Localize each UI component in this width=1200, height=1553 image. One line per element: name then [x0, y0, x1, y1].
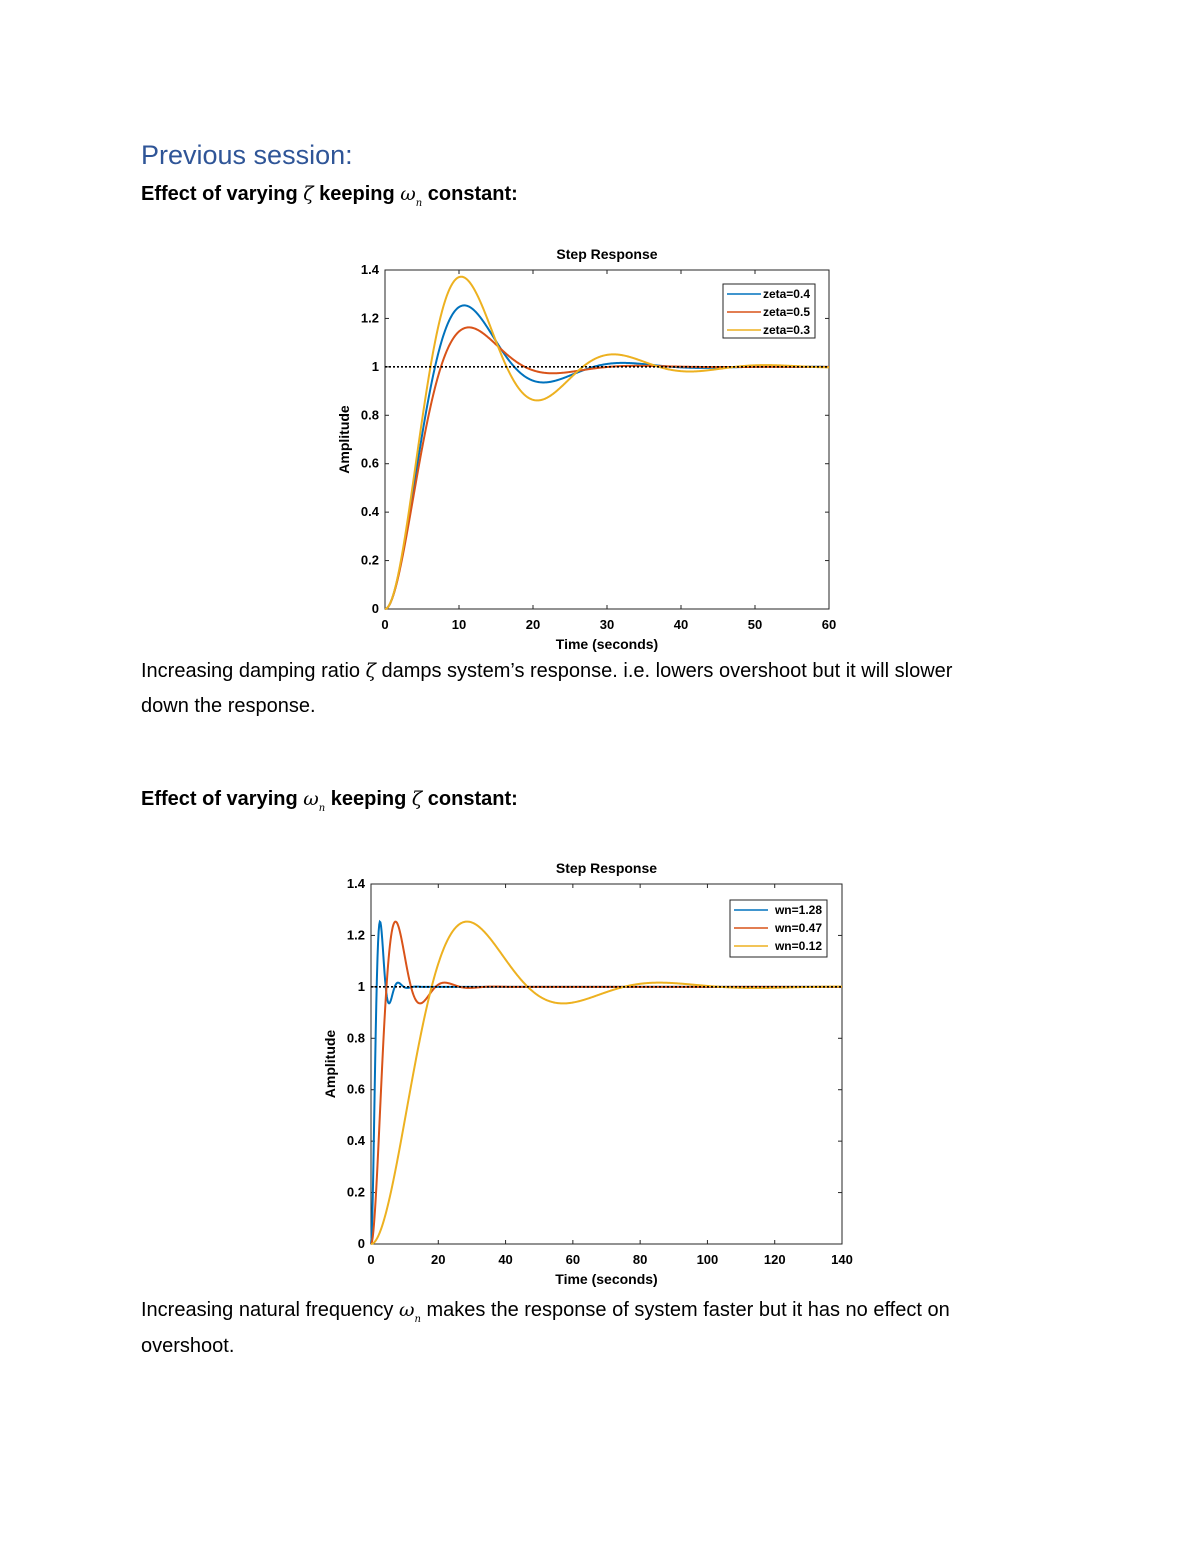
x-tick-label: 60	[822, 617, 836, 632]
legend-entry: wn=0.47	[774, 921, 822, 935]
y-tick-label: 1.2	[361, 310, 379, 325]
x-tick-label: 120	[764, 1252, 786, 1267]
y-tick-label: 1.2	[347, 927, 365, 942]
y-tick-label: 0.6	[361, 456, 379, 471]
paragraph-wn-line2: overshoot.	[141, 1335, 235, 1357]
legend-entry: wn=0.12	[774, 939, 822, 953]
y-tick-label: 0.2	[347, 1185, 365, 1200]
heading-vary-zeta: Effect of varying ζ keeping ωn constant:	[141, 183, 518, 209]
heading-text: Effect of varying	[141, 183, 298, 205]
zeta-symbol: ζ	[365, 660, 376, 682]
legend-box	[722, 283, 816, 339]
x-tick-label: 20	[431, 1252, 445, 1267]
x-tick-label: 40	[674, 617, 688, 632]
zeta-symbol: ζ	[303, 183, 314, 205]
y-tick-label: 0.4	[347, 1133, 366, 1148]
y-axis-label: Amplitude	[322, 1030, 338, 1099]
x-tick-label: 50	[748, 617, 762, 632]
paragraph-zeta: Increasing damping ratio ζ damps system’…	[141, 660, 952, 683]
y-tick-label: 0.2	[361, 553, 379, 568]
y-tick-label: 0	[358, 1236, 365, 1251]
x-tick-label: 0	[381, 617, 388, 632]
y-tick-label: 0	[372, 601, 379, 616]
y-tick-label: 0.8	[361, 407, 379, 422]
legend-entry: wn=1.28	[774, 903, 822, 917]
omega-subscript: n	[415, 198, 423, 209]
y-tick-label: 0.6	[347, 1082, 365, 1097]
y-tick-label: 1	[358, 979, 365, 994]
legend-entry: zeta=0.3	[763, 323, 810, 337]
y-axis-label: Amplitude	[336, 405, 352, 474]
x-tick-label: 10	[452, 617, 466, 632]
omega-subscript: n	[414, 1314, 421, 1325]
section-title: Previous session:	[141, 140, 353, 170]
y-tick-label: 0.8	[347, 1030, 365, 1045]
series-line-wn=0.12	[370, 920, 843, 1245]
paragraph-wn: Increasing natural frequency ωn makes th…	[141, 1299, 950, 1325]
omega-symbol: ω	[303, 788, 319, 810]
paragraph-zeta-line2: down the response.	[141, 695, 316, 717]
x-tick-label: 30	[600, 617, 614, 632]
heading-text: constant:	[427, 788, 518, 810]
heading-text: keeping	[330, 788, 407, 810]
series-line-zeta=0.3	[384, 275, 830, 610]
x-axis-label: Time (seconds)	[555, 1271, 657, 1287]
omega-symbol: ω	[400, 183, 416, 205]
heading-vary-wn: Effect of varying ωn keeping ζ constant:	[141, 788, 518, 814]
legend-entry: zeta=0.4	[763, 287, 810, 301]
x-tick-label: 0	[367, 1252, 374, 1267]
omega-subscript: n	[318, 803, 326, 814]
zeta-symbol: ζ	[411, 788, 423, 810]
x-tick-label: 80	[633, 1252, 647, 1267]
step-response-chart-wn: Step Response Time (seconds) Amplitude 0 20 4…	[322, 860, 853, 1287]
x-tick-label: 100	[697, 1252, 719, 1267]
omega-symbol: ω	[398, 1299, 415, 1321]
paragraph-text: damps system’s response. i.e. lowers ove…	[381, 660, 953, 682]
legend-entry: zeta=0.5	[763, 305, 810, 319]
chart-title: Step Response	[556, 860, 657, 876]
x-axis-label: Time (seconds)	[556, 636, 658, 652]
paragraph-text: makes the response of system faster but …	[426, 1299, 950, 1321]
chart-title: Step Response	[556, 246, 657, 262]
paragraph-text: Increasing natural frequency	[141, 1299, 394, 1321]
heading-text: keeping	[319, 183, 395, 205]
x-tick-label: 140	[831, 1252, 853, 1267]
y-tick-label: 1.4	[361, 262, 380, 277]
y-tick-label: 1.4	[347, 876, 366, 891]
x-tick-label: 60	[566, 1252, 580, 1267]
paragraph-text: Increasing damping ratio	[141, 660, 361, 682]
heading-text: Effect of varying	[141, 788, 298, 810]
y-tick-label: 0.4	[361, 504, 380, 519]
x-tick-label: 20	[526, 617, 540, 632]
heading-text: constant:	[427, 183, 518, 205]
y-tick-label: 1	[372, 359, 379, 374]
x-tick-label: 40	[498, 1252, 512, 1267]
